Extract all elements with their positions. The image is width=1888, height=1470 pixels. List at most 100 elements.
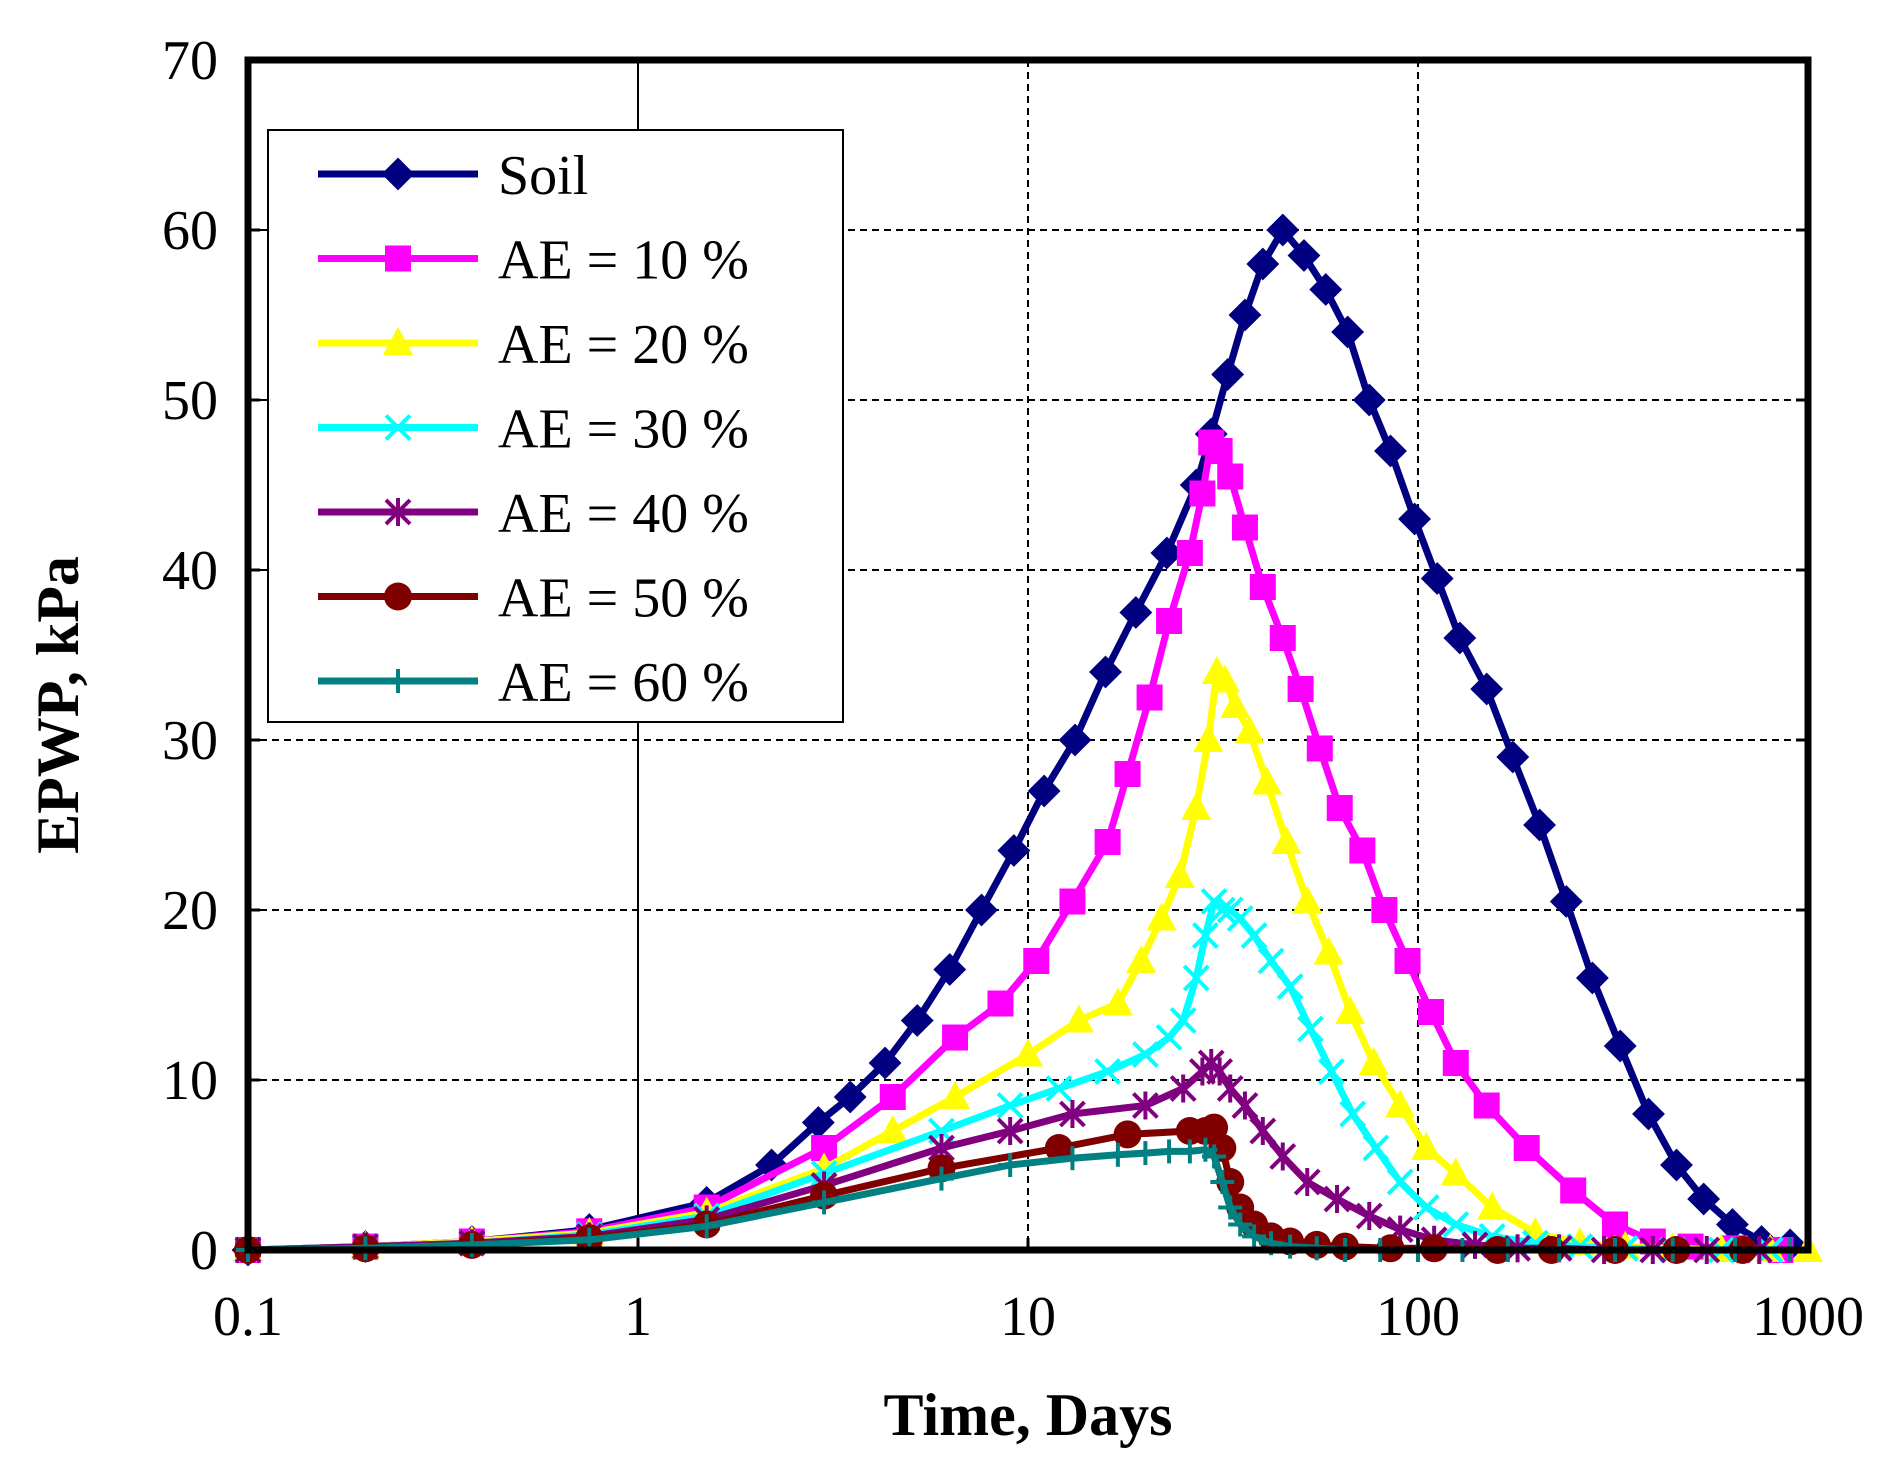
y-tick-label: 0 bbox=[190, 1220, 218, 1282]
data-point bbox=[1371, 897, 1398, 923]
x-tick-label: 10 bbox=[1000, 1286, 1056, 1348]
legend-item: AE = 30 % bbox=[318, 399, 749, 461]
data-point bbox=[1575, 961, 1609, 995]
data-point bbox=[1318, 1058, 1345, 1085]
x-axis-title: Time, Days bbox=[884, 1382, 1173, 1448]
data-point bbox=[1443, 621, 1477, 655]
data-point bbox=[1276, 973, 1304, 1000]
data-point bbox=[1323, 1185, 1351, 1213]
data-point bbox=[868, 1046, 902, 1080]
data-point bbox=[1094, 829, 1121, 855]
data-point bbox=[1102, 987, 1133, 1016]
data-point bbox=[1362, 1134, 1390, 1162]
data-point bbox=[1420, 562, 1454, 595]
data-point bbox=[1231, 514, 1258, 541]
data-point bbox=[1045, 1075, 1073, 1102]
data-point bbox=[997, 834, 1031, 867]
legend: Soil AE = 10 % AE = 20 % AE = 30 % AE = 40 %… bbox=[267, 129, 844, 723]
legend-marker bbox=[384, 582, 412, 611]
data-point bbox=[1044, 1134, 1073, 1162]
data-point bbox=[1206, 1057, 1234, 1086]
data-point bbox=[1059, 1100, 1086, 1128]
data-point bbox=[1269, 1142, 1297, 1171]
legend-label: Soil bbox=[498, 145, 588, 207]
data-point bbox=[1297, 1015, 1324, 1043]
y-axis-title: EPWP, kPa bbox=[25, 556, 91, 854]
data-point bbox=[1059, 888, 1086, 915]
data-point bbox=[1385, 1089, 1416, 1118]
legend-label: AE = 20 % bbox=[498, 314, 749, 376]
x-tick-label: 1000 bbox=[1752, 1286, 1864, 1348]
data-point bbox=[1131, 1041, 1159, 1068]
data-point bbox=[1398, 502, 1431, 536]
legend-label: AE = 30 % bbox=[498, 399, 749, 461]
y-tick-label: 20 bbox=[162, 880, 218, 942]
data-point bbox=[1246, 247, 1280, 281]
data-point bbox=[996, 1092, 1024, 1119]
x-tick-label: 0.1 bbox=[213, 1286, 283, 1348]
data-point bbox=[1156, 608, 1183, 634]
data-point bbox=[1242, 1224, 1267, 1249]
data-point bbox=[1287, 676, 1314, 702]
data-point bbox=[1226, 905, 1254, 932]
data-point bbox=[1313, 936, 1344, 965]
data-point bbox=[1440, 1157, 1471, 1186]
data-point bbox=[1189, 480, 1216, 507]
data-point bbox=[877, 1115, 908, 1143]
y-tick-label: 40 bbox=[162, 540, 218, 602]
legend-marker bbox=[385, 245, 411, 272]
data-point bbox=[1218, 1195, 1243, 1220]
data-point bbox=[1114, 761, 1141, 787]
data-point bbox=[1257, 947, 1285, 975]
data-point bbox=[1309, 273, 1343, 306]
data-point bbox=[1131, 1091, 1159, 1120]
data-point bbox=[1349, 837, 1376, 864]
data-point bbox=[1133, 1141, 1158, 1166]
tick-layer: 0.1 1 10 100 1000 0 10 20 30 40 50 60 70 bbox=[162, 30, 1864, 1348]
data-point bbox=[1240, 922, 1268, 949]
data-point bbox=[1306, 735, 1333, 762]
data-point bbox=[1358, 1047, 1389, 1075]
data-point bbox=[1477, 1191, 1508, 1220]
series-1 bbox=[235, 429, 1794, 1263]
data-point bbox=[1208, 896, 1236, 924]
y-tick-label: 70 bbox=[162, 30, 218, 92]
data-point bbox=[1602, 1211, 1629, 1238]
data-point bbox=[879, 1084, 906, 1110]
data-point bbox=[1094, 1058, 1122, 1085]
data-point bbox=[1060, 1146, 1085, 1171]
data-point bbox=[1251, 766, 1282, 795]
y-tick-label: 60 bbox=[162, 200, 218, 262]
legend-items: Soil AE = 10 % AE = 20 % AE = 30 % AE = 40 %… bbox=[318, 145, 749, 714]
data-point bbox=[1411, 1132, 1442, 1160]
data-point bbox=[1326, 795, 1353, 821]
data-point bbox=[1202, 1144, 1227, 1169]
data-point bbox=[1182, 964, 1210, 992]
data-point bbox=[1271, 826, 1302, 854]
data-point bbox=[1513, 1135, 1540, 1161]
grid-layer bbox=[248, 60, 1808, 1250]
data-point bbox=[1473, 1092, 1500, 1119]
data-point bbox=[900, 1004, 934, 1037]
series-3 bbox=[234, 888, 1784, 1264]
data-point bbox=[1231, 1091, 1259, 1120]
data-point bbox=[1211, 358, 1245, 391]
data-point bbox=[1293, 1168, 1321, 1196]
data-point bbox=[1269, 625, 1296, 651]
data-point bbox=[1220, 690, 1251, 718]
data-point bbox=[996, 1117, 1024, 1145]
series-line bbox=[247, 898, 1771, 1254]
data-point bbox=[694, 1214, 719, 1239]
x-tick-label: 1 bbox=[624, 1286, 652, 1348]
data-point bbox=[1687, 1182, 1721, 1216]
data-point bbox=[1105, 1142, 1130, 1167]
data-point bbox=[1210, 1170, 1235, 1194]
legend-marker bbox=[384, 414, 412, 441]
data-point bbox=[1206, 438, 1233, 464]
data-point bbox=[1335, 996, 1366, 1024]
data-point bbox=[1603, 1029, 1637, 1063]
data-point bbox=[1181, 792, 1212, 820]
legend-label: AE = 10 % bbox=[498, 230, 749, 292]
legend-item: AE = 10 % bbox=[318, 230, 749, 292]
